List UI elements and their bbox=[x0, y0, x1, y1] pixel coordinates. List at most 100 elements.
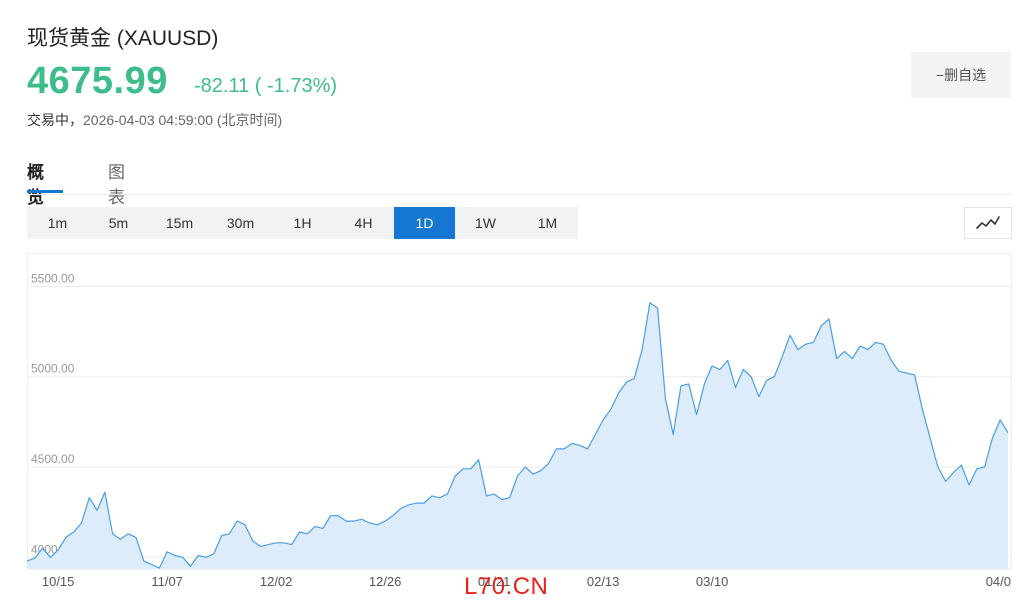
data-point bbox=[1007, 432, 1008, 433]
data-point bbox=[276, 542, 277, 543]
data-point bbox=[556, 448, 557, 449]
trading-status: 交易中，2026-04-03 04:59:00 (北京时间) bbox=[27, 110, 282, 130]
tab-overview[interactable]: 概览 bbox=[27, 163, 44, 207]
interval-1mo[interactable]: 1M bbox=[537, 215, 558, 231]
data-point bbox=[268, 544, 269, 545]
data-point bbox=[603, 419, 604, 420]
data-point bbox=[836, 358, 837, 359]
interval-1h[interactable]: 1H bbox=[293, 215, 312, 231]
data-point bbox=[782, 356, 783, 357]
data-point bbox=[416, 503, 417, 504]
data-point bbox=[431, 495, 432, 496]
data-point bbox=[930, 438, 931, 439]
data-point bbox=[385, 521, 386, 522]
data-point bbox=[922, 409, 923, 410]
data-point bbox=[961, 465, 962, 466]
x-tick-label: 10/15 bbox=[42, 574, 75, 589]
data-point bbox=[501, 499, 502, 500]
data-point bbox=[182, 557, 183, 558]
data-point bbox=[649, 302, 650, 303]
data-point bbox=[945, 481, 946, 482]
data-point bbox=[322, 528, 323, 529]
data-point bbox=[229, 533, 230, 534]
data-point bbox=[58, 549, 59, 550]
remove-watchlist-button[interactable]: −删自选 bbox=[911, 52, 1011, 98]
data-point bbox=[969, 484, 970, 485]
timezone-label: (北京时间) bbox=[216, 112, 283, 128]
data-point bbox=[509, 497, 510, 498]
data-point bbox=[618, 392, 619, 393]
data-point bbox=[914, 374, 915, 375]
data-point bbox=[338, 515, 339, 516]
data-point bbox=[976, 468, 977, 469]
data-point bbox=[377, 524, 378, 525]
data-point bbox=[579, 445, 580, 446]
data-point bbox=[680, 385, 681, 386]
y-tick-label: 5500.00 bbox=[31, 271, 75, 285]
data-point bbox=[221, 535, 222, 536]
data-point bbox=[642, 349, 643, 350]
interval-30m[interactable]: 30m bbox=[226, 215, 255, 231]
data-point bbox=[696, 414, 697, 415]
x-tick-label: 03/10 bbox=[696, 574, 729, 589]
data-point bbox=[992, 438, 993, 439]
data-point bbox=[875, 342, 876, 343]
data-point bbox=[906, 373, 907, 374]
data-point bbox=[167, 551, 168, 552]
data-point bbox=[883, 344, 884, 345]
interval-15m[interactable]: 15m bbox=[165, 215, 194, 231]
data-point bbox=[462, 468, 463, 469]
data-point bbox=[120, 539, 121, 540]
x-tick-label: 04/0 bbox=[986, 574, 1011, 589]
data-point bbox=[198, 555, 199, 556]
y-tick-label: 5000.00 bbox=[31, 362, 75, 376]
data-point bbox=[828, 318, 829, 319]
data-point bbox=[587, 448, 588, 449]
data-point bbox=[821, 326, 822, 327]
data-point bbox=[424, 503, 425, 504]
data-point bbox=[291, 544, 292, 545]
price-area bbox=[27, 302, 1008, 569]
interval-1m[interactable]: 1m bbox=[47, 215, 68, 231]
data-point bbox=[34, 558, 35, 559]
interval-4h[interactable]: 4H bbox=[354, 215, 373, 231]
data-point bbox=[735, 387, 736, 388]
current-price: 4675.99 bbox=[27, 60, 168, 102]
data-point bbox=[307, 533, 308, 534]
data-point bbox=[540, 470, 541, 471]
data-point bbox=[797, 349, 798, 350]
price-chart: 5500.00 5000.00 4500.00 4000.00 10/15 11/07 12… bbox=[27, 253, 1012, 591]
data-point bbox=[494, 494, 495, 495]
data-point bbox=[97, 510, 98, 511]
status-label: 交易中， bbox=[27, 112, 83, 128]
x-tick-label: 01/21 bbox=[478, 574, 511, 589]
data-point bbox=[867, 349, 868, 350]
divider bbox=[27, 194, 1012, 195]
data-point bbox=[813, 342, 814, 343]
data-point bbox=[89, 497, 90, 498]
x-tick-label: 11/07 bbox=[151, 574, 183, 589]
page-title: 现货黄金 (XAUUSD) bbox=[27, 27, 219, 50]
data-point bbox=[517, 475, 518, 476]
x-tick-label: 02/13 bbox=[587, 574, 620, 589]
data-point bbox=[400, 508, 401, 509]
data-point bbox=[860, 345, 861, 346]
data-point bbox=[774, 376, 775, 377]
data-point bbox=[369, 522, 370, 523]
timestamp: 2026-04-03 04:59:00 bbox=[83, 112, 213, 128]
data-point bbox=[213, 553, 214, 554]
interval-1w[interactable]: 1W bbox=[475, 215, 496, 231]
data-point bbox=[953, 472, 954, 473]
chart-type-button[interactable] bbox=[964, 207, 1012, 239]
data-point bbox=[548, 463, 549, 464]
interval-1d[interactable]: 1D bbox=[394, 207, 455, 239]
data-point bbox=[135, 537, 136, 538]
watermark: L70.CN bbox=[464, 573, 549, 600]
data-point bbox=[478, 459, 479, 460]
tab-chart[interactable]: 图表 bbox=[108, 163, 125, 207]
interval-5m[interactable]: 5m bbox=[108, 215, 129, 231]
data-point bbox=[634, 378, 635, 379]
data-point bbox=[533, 474, 534, 475]
data-point bbox=[1000, 419, 1001, 420]
data-point bbox=[766, 380, 767, 381]
